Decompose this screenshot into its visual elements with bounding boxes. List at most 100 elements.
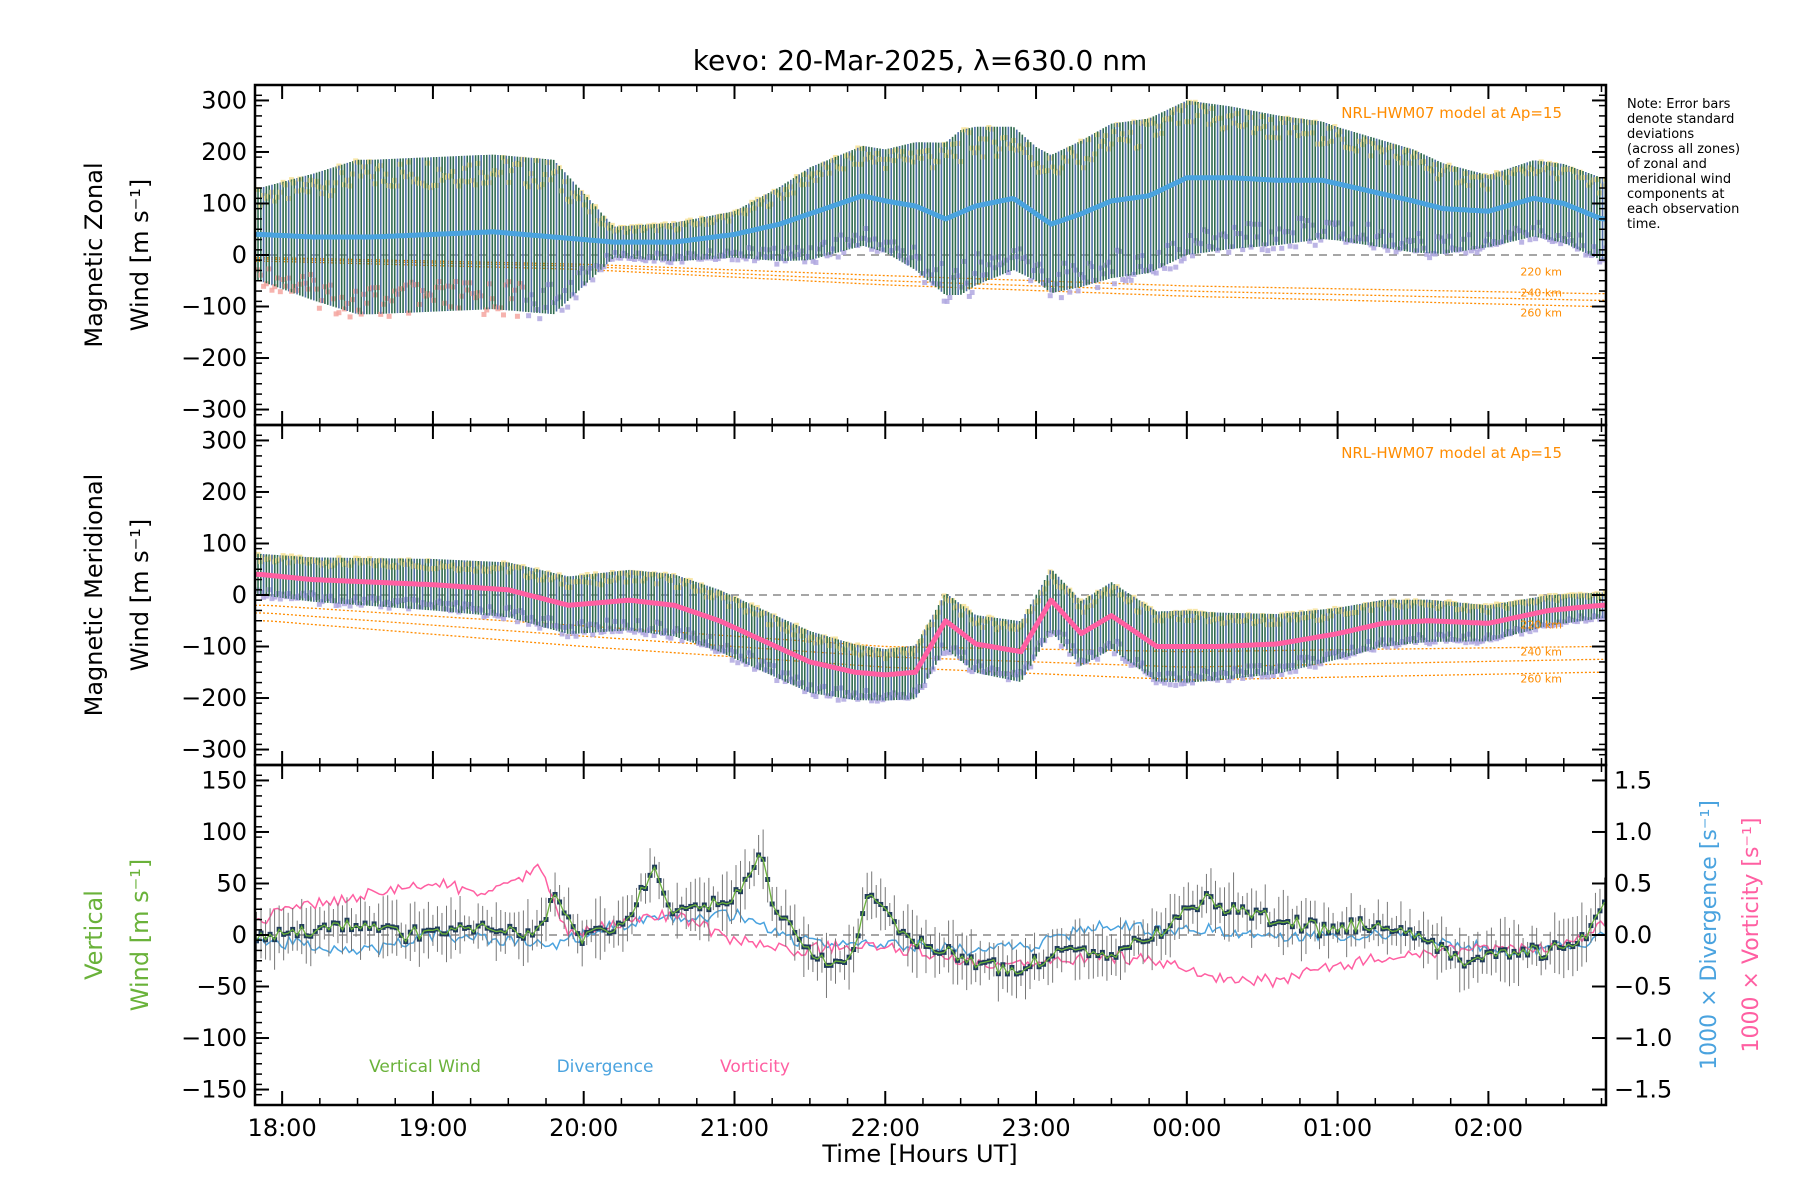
zone-sample	[1477, 639, 1483, 645]
x-tick-label: 01:00	[1303, 1114, 1372, 1142]
zone-sample	[1189, 253, 1195, 259]
zone-sample	[1463, 250, 1469, 256]
zone-sample	[609, 256, 615, 262]
zone-sample	[1602, 590, 1606, 596]
zone-sample	[715, 648, 721, 654]
zone-sample	[632, 256, 638, 262]
zone-sample	[484, 613, 490, 619]
legend-item: Divergence	[557, 1057, 654, 1077]
zone-sample	[1240, 247, 1246, 253]
zone-sample	[1125, 274, 1131, 280]
zone-sample	[277, 596, 283, 602]
x-tick-label: 02:00	[1454, 1114, 1523, 1142]
zone-sample	[679, 638, 685, 644]
zone-sample	[1128, 662, 1134, 668]
zone-sample	[874, 698, 880, 704]
y-tick-label: 200	[201, 478, 247, 506]
legend-item: Vertical Wind	[369, 1057, 481, 1077]
zone-sample	[1173, 264, 1179, 270]
zone-sample	[1028, 664, 1034, 670]
zone-sample	[1153, 680, 1159, 686]
y-tick-label: −100	[181, 633, 247, 661]
zone-sample	[774, 261, 780, 267]
zone-sample	[743, 256, 749, 262]
zone-sample	[1527, 629, 1533, 635]
zone-sample	[1047, 293, 1053, 299]
zone-sample	[1181, 681, 1187, 687]
zone-sample	[1385, 644, 1391, 650]
zone-sample	[841, 249, 847, 255]
y-tick-label: 0	[232, 921, 247, 949]
zone-sample	[1474, 640, 1480, 646]
zone-sample	[1067, 651, 1073, 657]
zone-sample	[640, 630, 646, 636]
zone-sample	[514, 313, 520, 319]
zone-sample	[316, 601, 322, 607]
zone-sample	[481, 311, 487, 317]
note-line: deviations	[1627, 127, 1694, 142]
zone-sample	[269, 596, 275, 602]
zone-sample	[526, 621, 532, 627]
zone-sample	[802, 689, 808, 695]
zone-sample	[712, 256, 718, 262]
zone-sample	[1474, 250, 1480, 256]
vorticity-axis-label: 1000 × Vorticity [s⁻¹]	[1739, 818, 1764, 1053]
zone-sample	[1533, 236, 1539, 242]
zone-sample	[1189, 680, 1195, 686]
zone-sample	[590, 632, 596, 638]
zone-sample	[1558, 622, 1564, 628]
y2-tick-label: 0.0	[1614, 921, 1652, 949]
zone-sample	[406, 606, 412, 612]
zone-sample	[1312, 242, 1318, 248]
zone-sample	[869, 698, 875, 704]
zone-sample	[824, 253, 830, 259]
zone-sample	[729, 257, 735, 263]
panel-meridional: NRL-HWM07 model at Ap=15 220 km 240 km 260 …	[80, 423, 1608, 767]
zone-sample	[500, 312, 506, 318]
zone-sample	[1028, 278, 1034, 284]
model-line-220km	[255, 256, 1605, 295]
y2-tick-label: 1.0	[1614, 818, 1652, 846]
zone-sample	[378, 311, 384, 317]
zone-sample	[810, 692, 816, 698]
zone-sample	[565, 304, 571, 310]
note-line: time.	[1627, 217, 1661, 232]
zone-sample	[1287, 243, 1293, 249]
zone-sample	[1468, 639, 1474, 645]
y-tick-label: 150	[201, 766, 247, 794]
zone-sample	[1432, 639, 1438, 645]
zone-sample	[969, 289, 975, 295]
zone-sample	[615, 255, 621, 261]
zone-sample	[1240, 675, 1246, 681]
y-axis-label: Wind [m s⁻¹]	[126, 179, 154, 331]
zone-sample	[261, 283, 267, 289]
note-line: (across all zones)	[1627, 142, 1740, 157]
zonal-wind-line	[255, 175, 1606, 245]
zone-sample	[514, 619, 520, 625]
y-axis-label: Vertical	[80, 890, 108, 980]
zone-sample	[922, 682, 928, 688]
zone-sample	[1111, 651, 1117, 657]
zone-sample	[1123, 278, 1129, 284]
zone-sample	[618, 628, 624, 634]
zone-sample	[272, 594, 278, 600]
zone-sample	[1226, 249, 1232, 255]
zone-sample	[565, 634, 571, 640]
zone-sample	[1270, 246, 1276, 252]
zone-sample	[1270, 673, 1276, 679]
model-height-label: 220 km	[1520, 619, 1562, 632]
zone-sample	[1123, 658, 1129, 664]
model-height-label: 260 km	[1520, 672, 1562, 685]
zone-sample	[1181, 256, 1187, 262]
zone-sample	[277, 289, 283, 295]
zone-sample	[1468, 248, 1474, 254]
zone-sample	[1343, 239, 1349, 245]
legend-item: Vorticity	[720, 1057, 790, 1077]
zone-sample	[1393, 249, 1399, 255]
zone-sample	[715, 256, 721, 262]
note-line: each observation	[1627, 202, 1739, 217]
zone-sample	[643, 632, 649, 638]
zone-sample	[1602, 176, 1606, 182]
zone-sample	[1095, 285, 1101, 291]
